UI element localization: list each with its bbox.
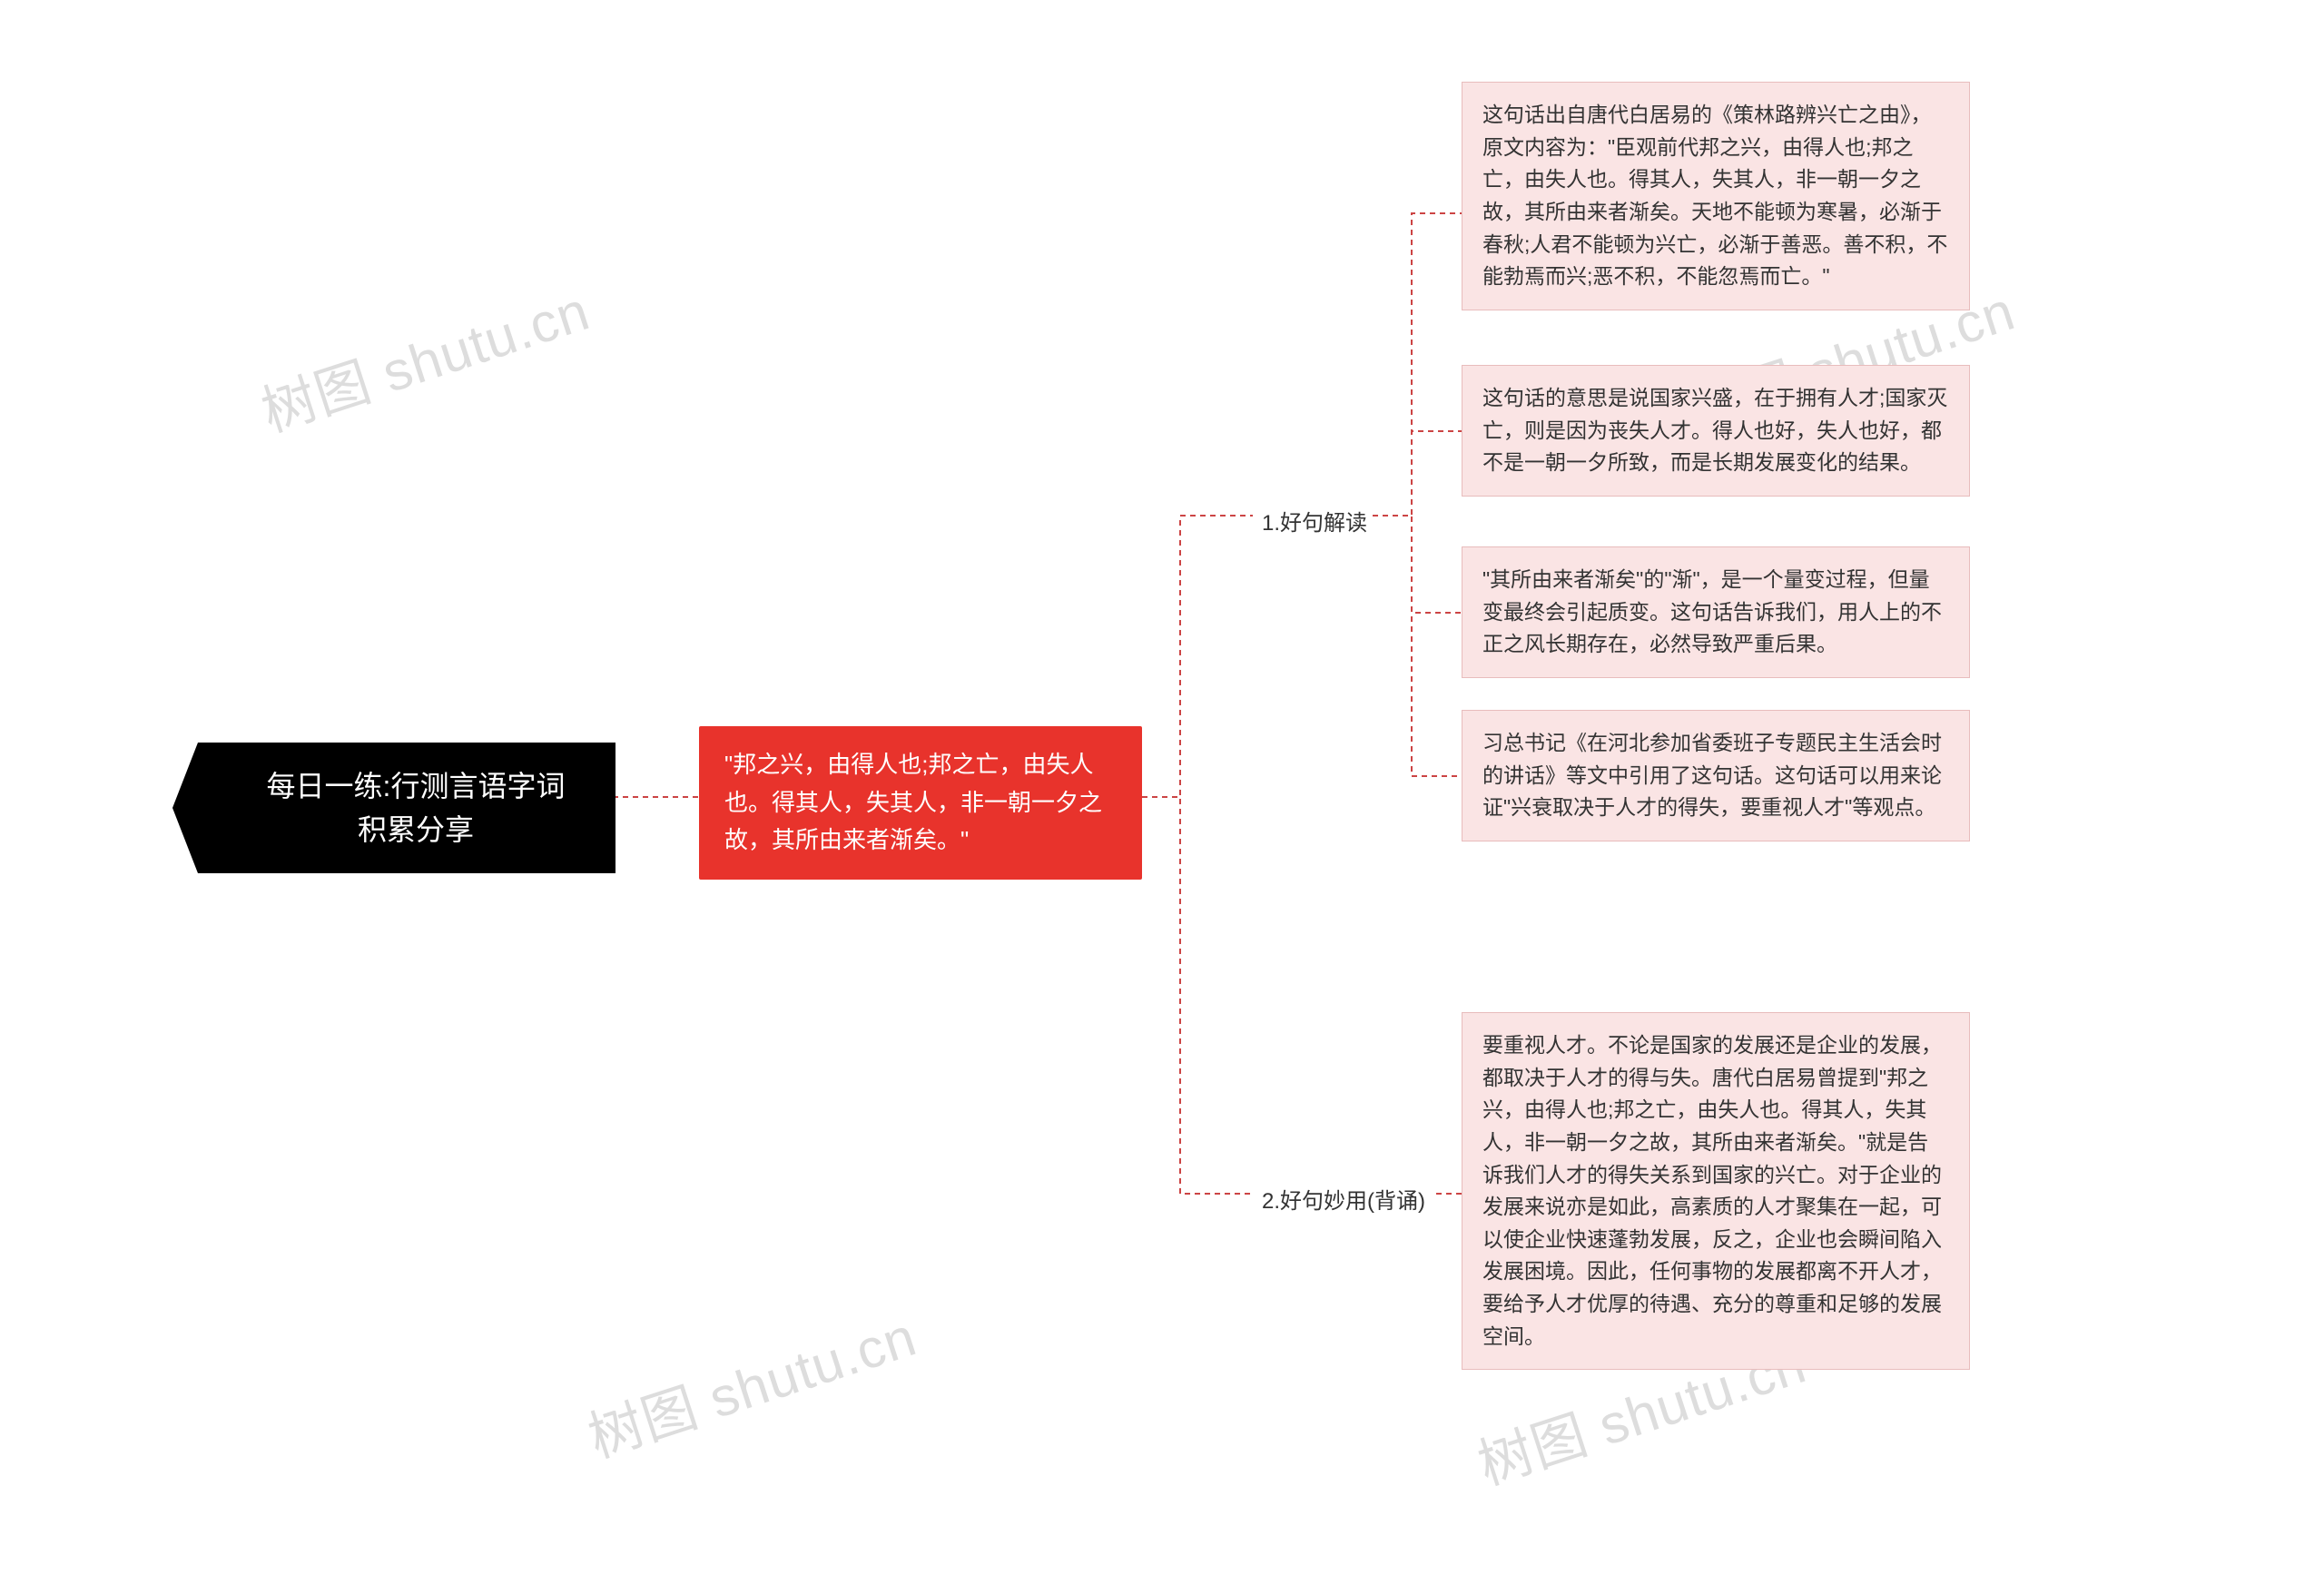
leaf-1-2: 这句话的意思是说国家兴盛，在于拥有人才;国家灭亡，则是因为丧失人才。得人也好，失… [1462,365,1970,497]
leaf-1-1-text: 这句话出自唐代白居易的《策林路辨兴亡之由》，原文内容为："臣观前代邦之兴，由得人… [1482,103,1947,288]
leaf-1-2-text: 这句话的意思是说国家兴盛，在于拥有人才;国家灭亡，则是因为丧失人才。得人也好，失… [1482,386,1947,474]
watermark: 树图 shutu.cn [251,267,598,447]
watermark: 树图 shutu.cn [577,1293,925,1472]
leaf-1-4: 习总书记《在河北参加省委班子专题民主生活会时的讲话》等文中引用了这句话。这句话可… [1462,710,1970,841]
branch-2-label: 2.好句妙用(背诵) [1253,1177,1434,1220]
branch-1-text: 1.好句解读 [1262,511,1367,536]
level1-text: "邦之兴，由得人也;邦之亡，由失人也。得其人，失其人，非一朝一夕之故，其所由来者… [724,751,1102,853]
leaf-1-4-text: 习总书记《在河北参加省委班子专题民主生活会时的讲话》等文中引用了这句话。这句话可… [1482,731,1942,819]
branch-2-text: 2.好句妙用(背诵) [1262,1189,1425,1214]
leaf-1-1: 这句话出自唐代白居易的《策林路辨兴亡之由》，原文内容为："臣观前代邦之兴，由得人… [1462,82,1970,310]
root-node: 每日一练:行测言语字词积累分享 [198,743,615,873]
leaf-1-3-text: "其所由来者渐矣"的"渐"，是一个量变过程，但量变最终会引起质变。这句话告诉我们… [1482,567,1942,655]
leaf-2-1-text: 要重视人才。不论是国家的发展还是企业的发展，都取决于人才的得与失。唐代白居易曾提… [1482,1033,1942,1348]
level1-node: "邦之兴，由得人也;邦之亡，由失人也。得其人，失其人，非一朝一夕之故，其所由来者… [699,726,1142,880]
leaf-2-1: 要重视人才。不论是国家的发展还是企业的发展，都取决于人才的得与失。唐代白居易曾提… [1462,1012,1970,1370]
root-text: 每日一练:行测言语字词积累分享 [267,770,566,846]
leaf-1-3: "其所由来者渐矣"的"渐"，是一个量变过程，但量变最终会引起质变。这句话告诉我们… [1462,546,1970,678]
branch-1-label: 1.好句解读 [1253,499,1376,542]
